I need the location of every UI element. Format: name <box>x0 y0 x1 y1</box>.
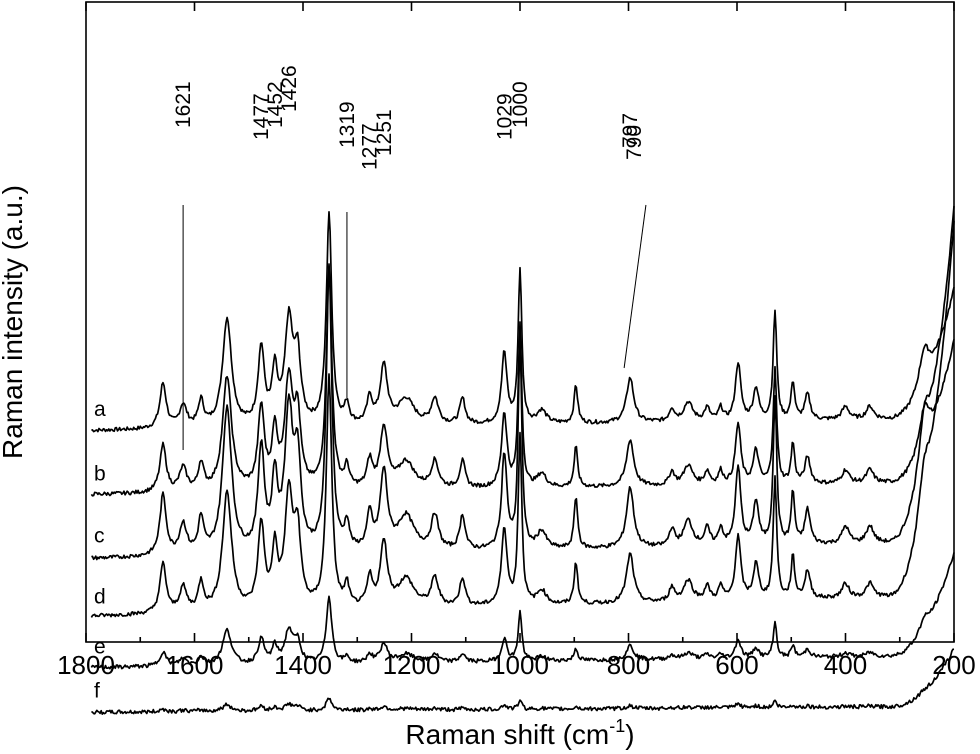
spectrum-d <box>90 220 955 618</box>
peak-label-1477: 1477 <box>250 93 273 140</box>
x-tick-label: 1600 <box>166 650 224 680</box>
peak-label-1029: 1029 <box>493 93 516 140</box>
spectra-traces <box>90 205 955 715</box>
peak-label-1319: 1319 <box>336 101 359 148</box>
peak-label-1621: 1621 <box>172 81 195 128</box>
x-axis-ticks: 1800 1600 1400 1200 1000 800 600 400 200 <box>57 2 976 680</box>
peak-leader-lines <box>182 204 647 450</box>
series-label-c: c <box>94 525 105 548</box>
x-tick-label: 200 <box>932 650 975 680</box>
peak-label-1277: 1277 <box>359 123 382 170</box>
leader-790 <box>623 204 647 369</box>
series-label-f: f <box>94 680 100 703</box>
spectrum-e <box>90 552 955 670</box>
series-label-a: a <box>94 398 106 421</box>
x-tick-label: 800 <box>607 650 650 680</box>
spectrum-b <box>90 265 955 497</box>
peak-label-1251: 1251 <box>373 109 396 156</box>
x-axis-title: Raman shift (cm-1) <box>405 716 634 750</box>
spectrum-a <box>91 210 955 433</box>
x-tick-label: 1800 <box>57 650 115 680</box>
series-label-d: d <box>94 585 106 608</box>
spectrum-c <box>91 205 955 561</box>
peak-label-1452: 1452 <box>264 81 287 128</box>
peak-label-790: 790 <box>623 125 646 160</box>
spectrum-f <box>91 648 955 715</box>
series-label-b: b <box>94 462 106 485</box>
y-axis-title: Raman intensity (a.u.) <box>0 185 28 459</box>
peak-label-1000: 1000 <box>509 81 532 128</box>
series-label-e: e <box>94 635 106 658</box>
series-labels: a b c d ef <box>94 398 106 702</box>
peak-label-1426: 1426 <box>278 65 301 112</box>
peak-label-797: 797 <box>619 113 642 148</box>
